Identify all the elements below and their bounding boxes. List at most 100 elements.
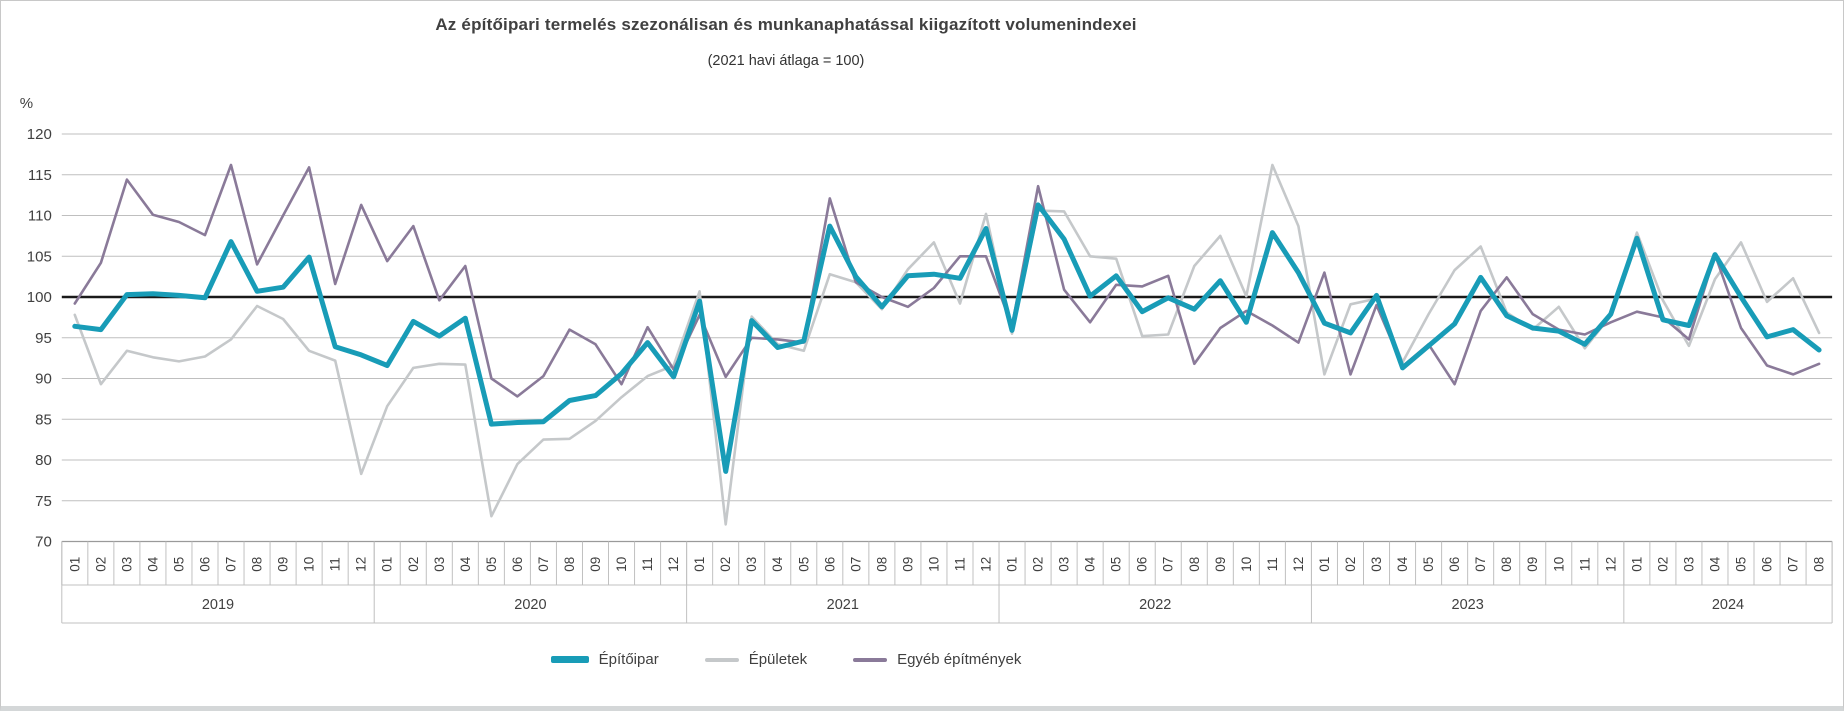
legend-label: Épületek [748,651,808,668]
legend-label: Építőipar [598,651,659,668]
legend-item-epuletek: Épületek [704,651,808,668]
x-tick-month-label: 09 [1213,557,1228,572]
x-tick-month-label: 01 [1629,557,1644,572]
x-tick-month-label: 04 [1707,556,1722,572]
x-tick-month-label: 03 [744,557,759,572]
legend-item-egyeb-epitmenyek: Egyéb építmények [853,651,1021,668]
x-tick-month-label: 09 [588,557,603,572]
y-tick-label-115: 115 [28,167,52,184]
x-tick-year-label-2019: 2019 [202,597,234,613]
x-tick-month-label: 08 [250,557,265,572]
x-tick-month-label: 09 [900,557,915,572]
x-tick-month-label: 12 [1603,557,1618,572]
x-tick-month-label: 07 [224,557,239,572]
x-tick-month-label: 10 [1551,557,1566,572]
x-tick-month-label: 05 [1109,557,1124,572]
x-tick-month-label: 05 [1733,557,1748,572]
x-tick-month-label: 12 [354,557,369,572]
x-tick-month-label: 05 [484,557,499,572]
legend-label: Egyéb építmények [897,651,1022,668]
x-tick-month-label: 04 [770,556,785,572]
x-tick-month-label: 02 [1031,557,1046,572]
legend: Építőipar Épületek Egyéb építmények [1,651,1571,668]
series-line--p-t-ipar [72,202,1822,474]
x-tick-year-label-2022: 2022 [1139,597,1171,613]
y-tick-label-90: 90 [35,371,52,388]
x-tick-month-label: 11 [640,557,655,571]
x-tick-month-label: 11 [952,557,967,571]
x-tick-month-label: 12 [666,557,681,572]
x-tick-month-label: 07 [1786,557,1801,572]
y-tick-label-80: 80 [35,452,52,469]
epuletek-line-swatch [704,657,739,662]
y-tick-label-105: 105 [27,248,52,265]
x-tick-month-label: 04 [145,556,160,572]
x-tick-month-label: 04 [1395,556,1410,572]
x-tick-month-label: 10 [926,557,941,572]
x-tick-month-label: 02 [718,557,733,572]
x-tick-year-label-2024: 2024 [1712,597,1744,613]
x-tick-month-label: 06 [1135,557,1150,572]
x-tick-month-label: 11 [1265,557,1280,571]
y-tick-label-120: 120 [27,126,52,143]
x-tick-month-label: 11 [328,557,343,571]
x-tick-month-label: 09 [276,557,291,572]
x-tick-month-label: 05 [171,557,186,572]
x-tick-month-label: 06 [1760,557,1775,572]
x-tick-year-label-2023: 2023 [1452,597,1484,613]
y-tick-label-95: 95 [35,330,52,347]
x-tick-month-label: 10 [302,557,317,572]
x-tick-month-label: 08 [1499,557,1514,572]
x-tick-month-label: 03 [432,557,447,572]
egyeb-epitmenyek-line-swatch [853,657,888,662]
y-tick-label-70: 70 [35,534,52,551]
x-tick-month-label: 10 [1239,557,1254,572]
x-tick-month-label: 05 [1421,557,1436,572]
x-tick-month-label: 08 [1187,557,1202,572]
x-tick-month-label: 02 [1655,557,1670,572]
x-tick-month-label: 01 [380,557,395,572]
series-line-egy-b-p-tm-nyek [73,163,1821,398]
x-tick-month-label: 08 [874,557,889,572]
x-tick-month-label: 02 [93,557,108,572]
x-tick-month-label: 07 [848,557,863,572]
x-tick-month-label: 10 [614,557,629,572]
chart-title: Az építőipari termelés szezonálisan és m… [435,15,1137,34]
y-tick-label-110: 110 [28,208,52,225]
x-tick-month-label: 02 [1343,557,1358,572]
x-tick-year-label-2021: 2021 [827,597,859,613]
x-tick-month-label: 07 [1473,557,1488,572]
x-tick-month-label: 01 [1317,557,1332,572]
chart-subtitle: (2021 havi átlaga = 100) [707,53,865,69]
x-tick-month-label: 06 [510,557,525,572]
x-tick-month-label: 03 [119,557,134,572]
x-tick-month-label: 08 [562,557,577,572]
x-tick-month-label: 04 [458,556,473,572]
x-tick-month-label: 06 [197,557,212,572]
x-tick-month-label: 01 [692,557,707,572]
x-tick-month-label: 08 [1812,557,1827,572]
x-tick-month-label: 03 [1057,557,1072,572]
x-tick-month-label: 06 [1447,557,1462,572]
x-tick-month-label: 12 [1291,557,1306,572]
x-tick-month-label: 03 [1369,557,1384,572]
x-tick-month-label: 02 [406,557,421,572]
x-tick-month-label: 04 [1083,556,1098,572]
y-tick-label-75: 75 [35,493,52,510]
x-tick-month-label: 07 [536,557,551,572]
x-tick-month-label: 01 [1005,557,1020,572]
x-tick-month-label: 09 [1525,557,1540,572]
x-tick-month-label: 07 [1161,557,1176,572]
legend-item-epitoipar: Építőipar [550,651,659,668]
x-tick-month-label: 01 [67,557,82,572]
x-tick-month-label: 03 [1681,557,1696,572]
x-tick-month-label: 11 [1577,557,1592,571]
x-tick-month-label: 06 [822,557,837,572]
y-tick-label-100: 100 [27,289,52,306]
epitoipar-line-swatch [550,656,589,663]
x-tick-month-label: 12 [979,557,994,572]
x-tick-month-label: 05 [796,557,811,572]
y-tick-label-85: 85 [35,411,52,428]
